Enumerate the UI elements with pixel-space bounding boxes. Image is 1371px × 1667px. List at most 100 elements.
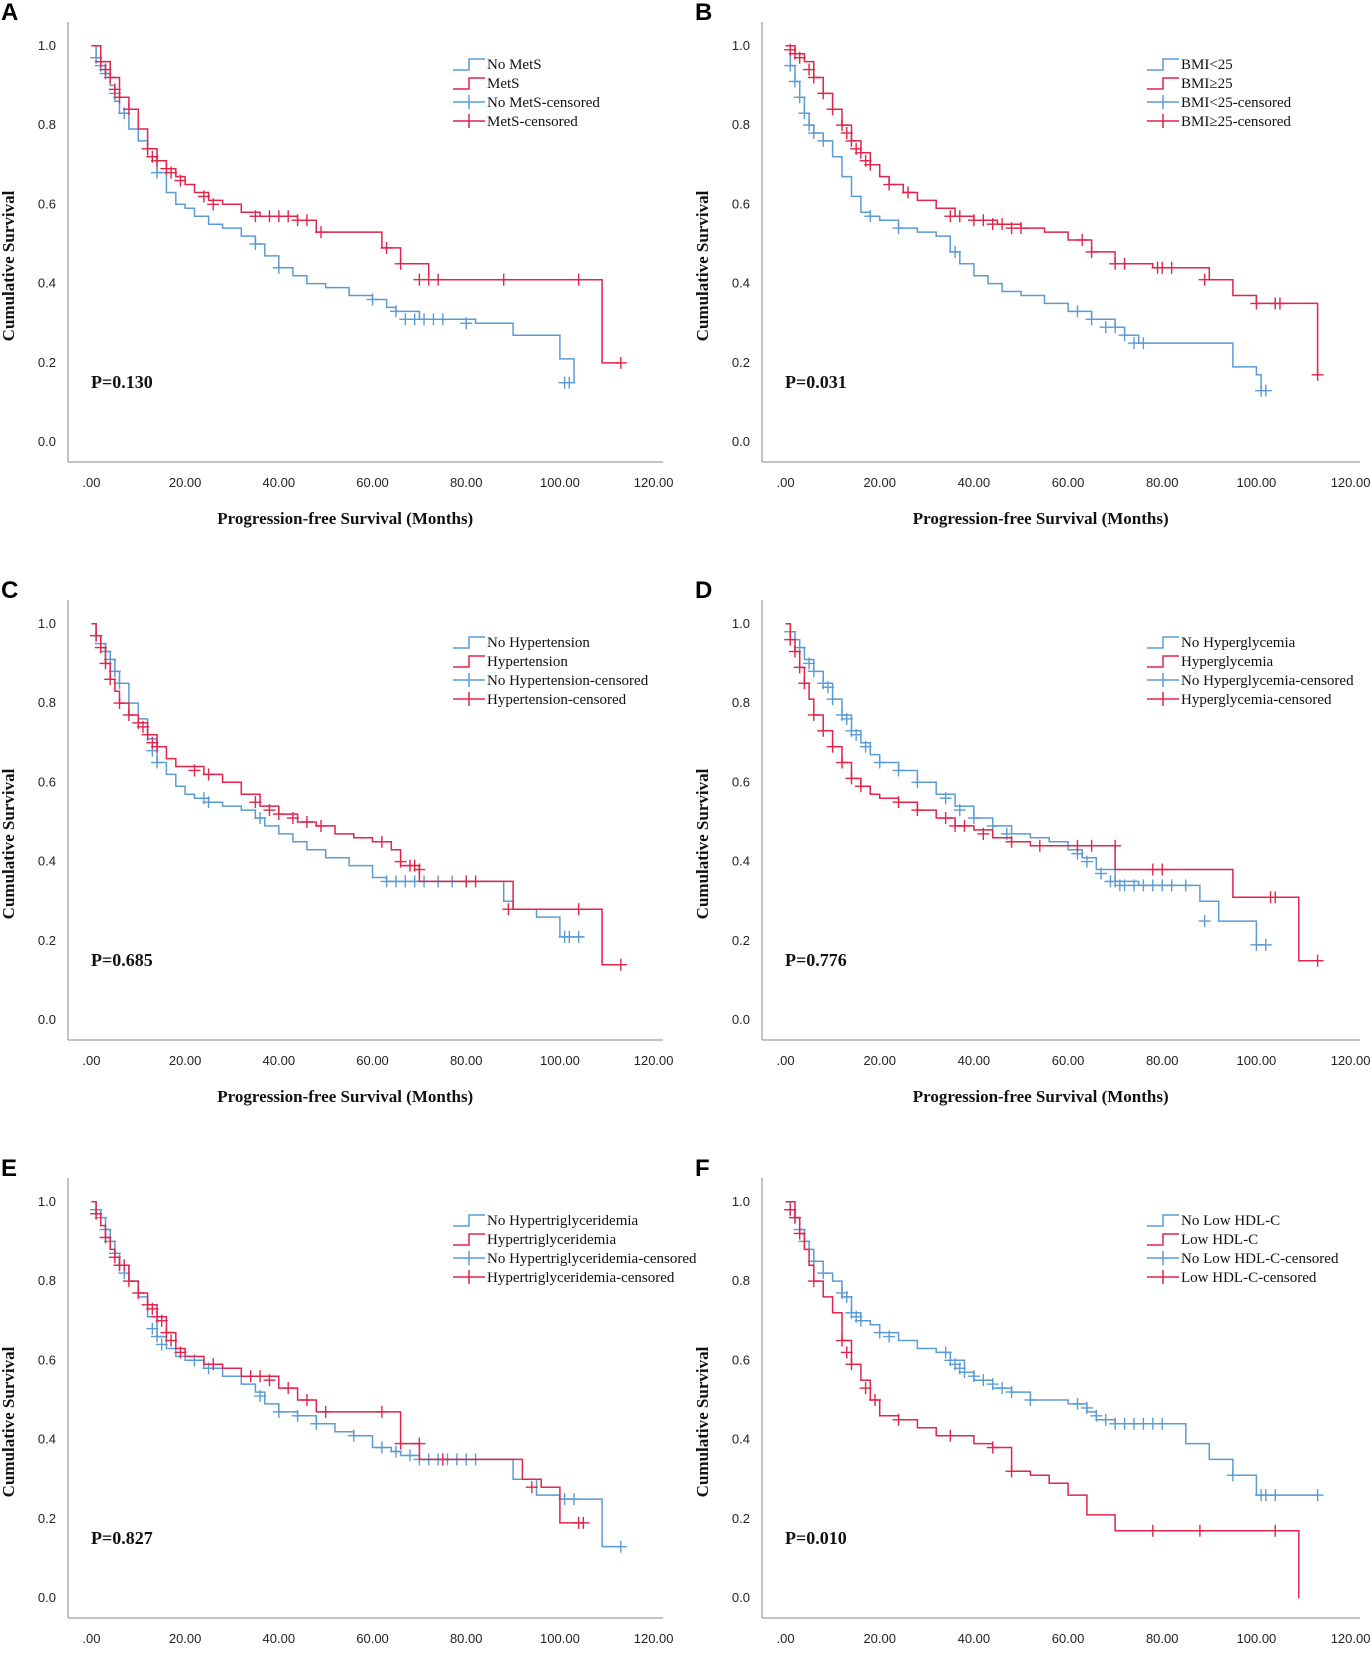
x-tick-label: 100.00 [540,475,580,490]
legend-label: No MetS-censored [487,95,600,111]
censor-mark [1259,384,1272,397]
censor-mark [826,740,839,753]
censor-mark [939,792,952,805]
legend: No Hypertriglyceridemia Hypertriglyceride… [453,1213,697,1286]
x-tick-label: 80.00 [450,475,483,490]
censor-mark [859,1382,872,1395]
censor-mark [389,1445,402,1458]
censor-mark [263,804,276,817]
legend-label: Hypertriglyceridemia [487,1232,616,1248]
legend-line-swatch [453,636,485,649]
censor-mark [207,198,220,211]
censor-mark [113,91,126,104]
censor-mark [614,1540,627,1553]
censor-mark [254,1370,267,1383]
censor-mark [798,107,811,120]
censor-mark [967,1370,980,1383]
x-tick-label: .00 [82,475,100,490]
y-tick-label: 0.6 [38,196,56,211]
panel-c: C 0.0 0.2 0.4 0.6 0.8 1.0 .00 20.00 40.00 60.00 80.… [0,577,674,1106]
y-tick-label: 0.2 [732,933,750,948]
censor-mark [146,1322,159,1335]
censor-mark [901,186,914,199]
legend-line-swatch [1147,1233,1179,1246]
censor-mark [1179,879,1192,892]
censor-mark [1005,1386,1018,1399]
censor-mark [151,154,164,167]
censor-mark [300,815,313,828]
censor-mark [953,210,966,223]
censor-mark [836,1334,849,1347]
censor-mark [1156,1417,1169,1430]
censor-mark [254,1390,267,1403]
censor-mark [1099,1413,1112,1426]
x-tick-label: 100.00 [540,1053,580,1068]
panel-letter: C [1,577,18,604]
censor-mark [949,245,962,258]
legend-line-swatch [453,1214,485,1227]
censor-mark [614,356,627,369]
censor-mark [94,55,107,68]
censor-mark [389,305,402,318]
censor-mark [1269,891,1282,904]
censor-mark [854,146,867,159]
y-tick-label: 1.0 [38,1194,56,1209]
x-axis-title: Progression-free Survival (Months) [217,1087,473,1106]
x-tick-label: 120.00 [1331,475,1371,490]
x-tick-label: 100.00 [1237,1631,1277,1646]
censor-mark [497,273,510,286]
censor-mark [99,63,112,76]
censor-mark [1005,835,1018,848]
censor-mark [977,214,990,227]
legend-line-swatch [453,58,485,71]
censor-mark [793,1227,806,1240]
censor-mark [572,273,585,286]
legend-label: Low HDL-C-censored [1181,1270,1317,1286]
censor-mark [460,317,473,330]
legend: No MetS MetS No MetS-censored MetS-censored [453,57,600,130]
censor-mark [286,812,299,825]
y-tick-label: 1.0 [38,38,56,53]
x-tick-label: 80.00 [450,1053,483,1068]
censor-mark [563,376,576,389]
censor-mark [859,740,872,753]
x-tick-label: 60.00 [1052,475,1085,490]
censor-mark [502,903,515,916]
legend: No Hyperglycemia Hyperglycemia No Hypergly… [1147,635,1354,708]
panel-e: E 0.0 0.2 0.4 0.6 0.8 1.0 .00 20.00 40.00 60.00 80.… [0,1155,697,1667]
x-tick-label: 20.00 [863,475,896,490]
y-tick-label: 1.0 [732,1194,750,1209]
y-tick-label: 0.2 [38,933,56,948]
censor-mark [380,241,393,254]
censor-mark [272,1405,285,1418]
censor-mark [1085,839,1098,852]
x-tick-label: 20.00 [169,1053,202,1068]
legend-line-swatch [453,1233,485,1246]
censor-mark [525,1481,538,1494]
censor-mark [892,764,905,777]
y-tick-label: 0.4 [38,1432,56,1447]
censor-mark [977,827,990,840]
censor-mark [572,930,585,943]
x-tick-label: 40.00 [263,475,296,490]
censor-mark [469,875,482,888]
p-value: P=0.827 [91,1528,153,1548]
censor-mark [1259,938,1272,951]
censor-mark [436,313,449,326]
censor-mark [784,633,797,646]
panel-d: D 0.0 0.2 0.4 0.6 0.8 1.0 .00 20.00 40.00 60.00 80.… [693,577,1370,1106]
panel-letter: D [695,577,712,604]
censor-mark [174,174,187,187]
censor-mark [254,812,267,825]
x-tick-label: 20.00 [863,1053,896,1068]
censor-mark [892,1413,905,1426]
censor-mark [122,708,135,721]
panel-letter: E [1,1155,17,1182]
censor-mark [939,812,952,825]
censor-mark [883,1330,896,1343]
censor-mark [90,1207,103,1220]
censor-mark [788,1211,801,1224]
censor-mark [845,134,858,147]
y-tick-label: 0.0 [38,1012,56,1027]
legend-label: No Hypertension [487,635,590,651]
